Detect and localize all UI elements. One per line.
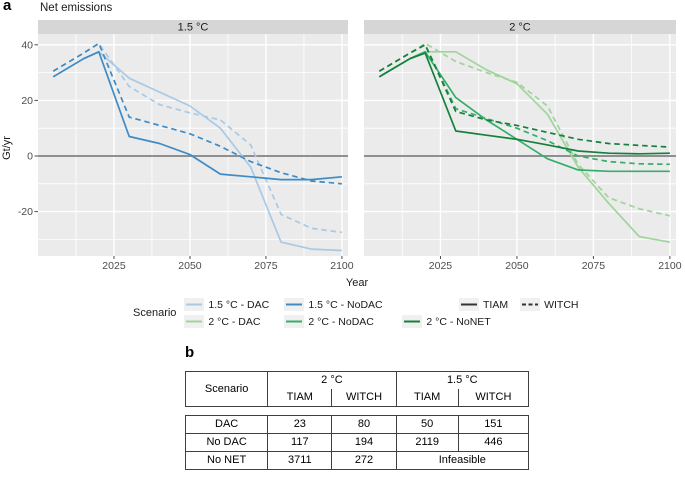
legend-item-2-c-nodac: 2 °C - NoDAC [284,315,402,328]
y-tick-label: 0 [27,151,33,163]
legend-item-label: 2 °C - NoDAC [308,315,374,328]
legend-model-tiam: TIAM [459,298,508,311]
emissions-chart: 1.5 °C 2025 2050 2075 2100 2 °C 2025 2050 2075 21… [1,20,682,289]
x-tick-label: 2050 [178,260,202,272]
legend-key [402,315,423,328]
cell: 151 [457,415,530,434]
legend-model-witch: WITCH [520,298,579,311]
x-tick-label: 2025 [102,260,126,272]
series-line-2-c-nonet-tiam [378,52,670,155]
table-header-model: WITCH [331,389,397,407]
cell: 23 [267,415,333,434]
table-header-group-15c: 1.5 °C [395,371,529,389]
y-axis-label: Gt/yr [1,136,13,160]
cell: 446 [457,433,530,452]
panel-strip-label: 1.5 °C [178,22,209,34]
legend-item-label: 1.5 °C - NoDAC [308,298,383,311]
legend-key-line-icon [522,303,539,306]
y-tick-label: 40 [21,39,33,51]
legend-key-line-icon [286,303,303,306]
legend-key [184,298,205,311]
legend-key [284,315,305,328]
legend-key-line-icon [286,320,303,323]
cell: 194 [331,433,397,452]
row-label: No NET [184,451,269,470]
panel-strip-label: 2 °C [509,22,531,34]
cell: 117 [267,433,333,452]
cell: 272 [331,451,397,470]
legend-item-1-5-c-dac: 1.5 °C - DAC [184,298,284,311]
cell: 80 [331,415,397,434]
row-label: No DAC [184,433,269,452]
legend-key-line-icon [186,303,203,306]
cell: 2119 [395,433,459,452]
legend-key-line-icon [186,320,203,323]
panel-strip [364,20,676,34]
table-header-group-2c: 2 °C [267,371,397,389]
table-header-model: TIAM [395,389,459,407]
cell-infeasible: Infeasible [395,451,530,470]
x-tick-label: 2100 [658,260,682,272]
legend-key-line-icon [404,320,421,323]
legend-item-label: 1.5 °C - DAC [208,298,270,311]
cell: 3711 [267,451,333,470]
scenario-legend-items: 1.5 °C - DAC 1.5 °C - NoDAC 2 °C - DAC 2 °C… [184,296,491,330]
panel-strip [38,20,348,34]
cell: 50 [395,415,459,434]
x-tick-label: 2100 [330,260,354,272]
legend-item-2-c-dac: 2 °C - DAC [184,315,284,328]
table-header-model: TIAM [267,389,332,407]
legend-key-line-icon [461,303,477,306]
results-table-body: DAC 23 80 50 151 No DAC 117 194 2119 446… [184,415,530,470]
legend-item-label: 2 °C - NoNET [426,315,491,328]
row-label: DAC [184,415,269,434]
y-tick-label: 20 [21,95,33,107]
legend-item-2-c-nonet: 2 °C - NoNET [402,315,491,328]
results-table: Scenario 2 °C 1.5 °C TIAM WITCH TIAM WIT… [184,371,530,470]
scenario-legend: Scenario 1.5 °C - DAC 1.5 °C - NoDAC 2 °C … [133,296,491,330]
panel-bg [364,34,676,256]
model-legend: TIAM WITCH [459,296,579,313]
x-tick-label: 2025 [429,260,453,272]
y-tick-label: -20 [18,206,33,218]
scenario-legend-title: Scenario [133,307,177,319]
table-row: DAC 23 80 50 151 [184,415,530,434]
legend-key [520,298,541,311]
panel-b-label: b [185,344,195,361]
table-header-model: WITCH [457,389,529,407]
series-line-1-5-c-nodac-tiam [52,50,342,181]
x-tick-label: 2075 [582,260,606,272]
legend-key [284,298,305,311]
x-axis-label: Year [346,277,369,289]
chart-title: Net emissions [40,2,113,14]
legend-item-1-5-c-nodac: 1.5 °C - NoDAC [284,298,402,311]
results-table-header: Scenario 2 °C 1.5 °C TIAM WITCH TIAM WIT… [185,371,529,407]
panel-a-label: a [3,0,12,14]
legend-key [184,315,205,328]
legend-item-label: 2 °C - DAC [208,315,261,328]
x-tick-label: 2050 [505,260,529,272]
table-header-scenario: Scenario [204,382,249,395]
legend-model-label: TIAM [483,298,509,311]
x-tick-label: 2075 [254,260,278,272]
legend-key [459,298,479,311]
series-line-1-5-c-nodac-witch [52,42,342,185]
table-row: No NET 3711 272 Infeasible [184,451,530,470]
series-line-2-c-nonet-witch [378,43,670,148]
legend-model-label: WITCH [544,298,579,311]
table-row: No DAC 117 194 2119 446 [184,433,530,452]
panel-bg [38,34,348,256]
